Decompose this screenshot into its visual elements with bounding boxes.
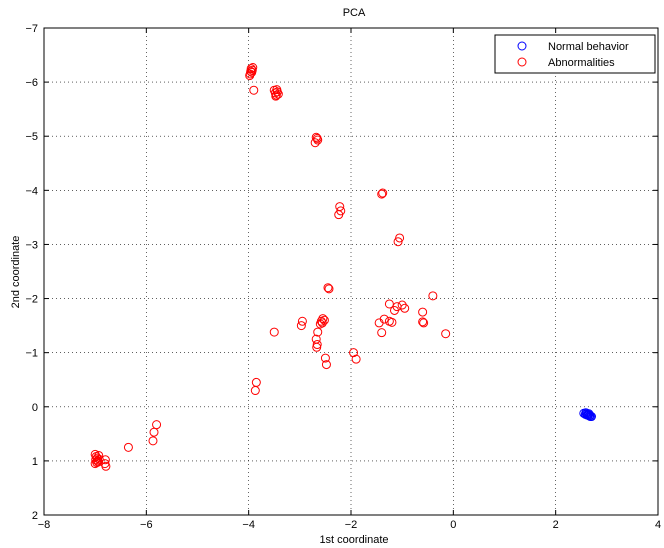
data-point [250, 386, 260, 396]
data-point [312, 133, 322, 143]
data-point [249, 85, 259, 95]
grid-lines [44, 28, 658, 515]
data-point [582, 410, 592, 420]
data-point [312, 342, 322, 352]
data-point [123, 442, 133, 452]
data-points [90, 63, 596, 471]
y-tick-label: −6 [25, 77, 38, 89]
data-point [377, 328, 387, 338]
data-point [321, 360, 331, 370]
data-point [384, 316, 394, 326]
x-tick-label: −4 [242, 519, 255, 531]
legend-label-normal: Normal behavior [548, 41, 629, 53]
plot-frame [43, 27, 659, 516]
y-tick-label: −2 [25, 294, 38, 306]
data-point [152, 420, 162, 430]
y-tick-label: −4 [25, 185, 38, 197]
data-point [377, 189, 387, 199]
data-point [418, 307, 428, 317]
data-point [101, 461, 111, 471]
y-tick-label: −1 [25, 348, 38, 360]
series-abnormalities [90, 63, 451, 471]
legend-marker-normal [517, 41, 527, 51]
x-tick-label: −2 [345, 519, 358, 531]
series-normal-behavior [579, 408, 596, 422]
data-point [310, 138, 320, 148]
data-point [271, 91, 281, 101]
data-point [324, 284, 334, 294]
data-point [378, 188, 388, 198]
data-point [251, 377, 261, 387]
data-point [313, 327, 323, 337]
data-point [351, 354, 361, 364]
data-point [419, 318, 429, 328]
data-point [100, 455, 110, 465]
data-point [269, 327, 279, 337]
x-tick-label: 4 [655, 519, 661, 531]
data-point [296, 321, 306, 331]
data-point [149, 427, 159, 437]
data-point [272, 85, 282, 95]
data-point [273, 89, 283, 99]
x-tick-label: −8 [38, 519, 51, 531]
x-axis-label: 1st coordinate [319, 534, 388, 546]
legend-label-abnormal: Abnormalities [548, 57, 615, 69]
data-point [428, 291, 438, 301]
data-point [374, 318, 384, 328]
data-point [418, 317, 428, 327]
legend-box [494, 34, 656, 74]
data-point [297, 316, 307, 326]
data-point [318, 314, 328, 324]
data-point [334, 210, 344, 220]
x-tick-label: 2 [553, 519, 559, 531]
axis-ticks: −8 −6 −4 −2 0 2 4 −7 −6 −5 −4 −3 −2 −1 0 1 2 [25, 23, 661, 531]
data-point [94, 450, 104, 460]
data-point [311, 132, 321, 142]
chart-title: PCA [343, 7, 366, 19]
legend: Normal behavior Abnormalities [494, 34, 656, 74]
y-tick-label: 2 [32, 510, 38, 522]
data-point [393, 237, 403, 247]
data-point [248, 63, 258, 73]
data-point [349, 348, 359, 358]
data-point [395, 233, 405, 243]
data-point [323, 283, 333, 293]
y-tick-label: 0 [32, 402, 38, 414]
data-point [315, 319, 325, 329]
data-point [397, 300, 407, 310]
data-point [384, 299, 394, 309]
data-point [245, 71, 255, 81]
data-point [317, 318, 327, 328]
data-point [441, 329, 451, 339]
data-point [585, 410, 595, 420]
y-tick-label: 1 [32, 456, 38, 468]
x-tick-label: 0 [450, 519, 456, 531]
y-tick-label: −3 [25, 239, 38, 251]
data-point [400, 303, 410, 313]
data-point [584, 409, 594, 419]
y-axis-label: 2nd coordinate [10, 236, 22, 309]
data-point [311, 334, 321, 344]
data-point [320, 353, 330, 363]
legend-marker-abnormal [517, 57, 527, 67]
x-tick-label: −6 [140, 519, 153, 531]
data-point [148, 436, 158, 446]
data-point [389, 305, 399, 315]
y-tick-label: −7 [25, 23, 38, 35]
y-tick-label: −5 [25, 131, 38, 143]
